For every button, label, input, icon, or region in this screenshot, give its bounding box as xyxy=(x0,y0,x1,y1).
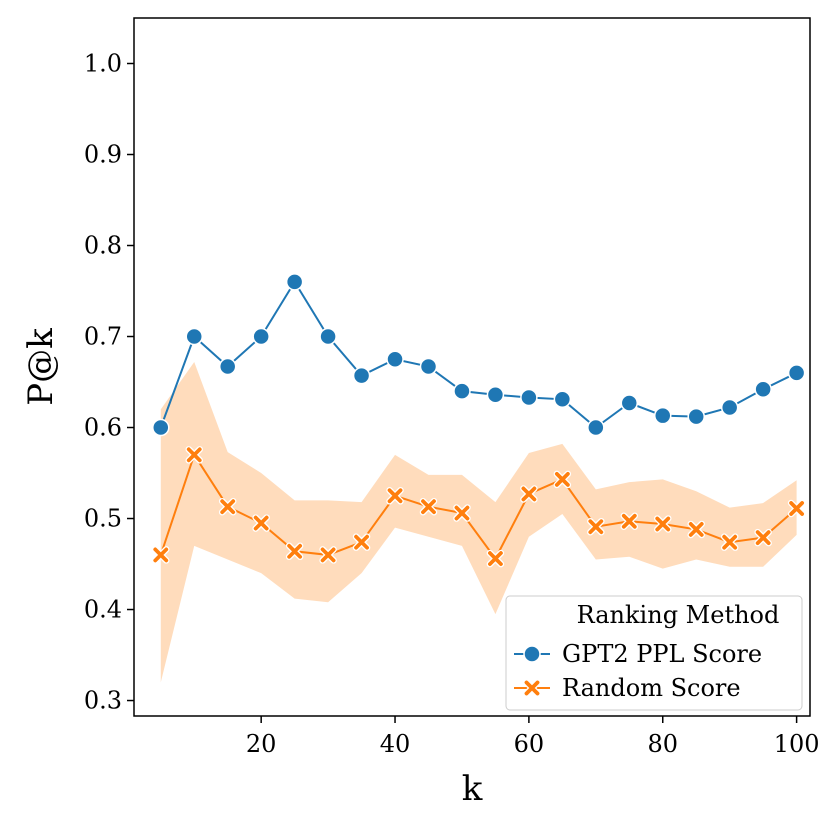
data-point-random-score xyxy=(687,520,705,539)
y-tick-label: 0.3 xyxy=(84,687,122,715)
series-layer xyxy=(152,273,806,568)
data-point-random-score xyxy=(252,514,270,532)
data-point-random-score xyxy=(352,533,371,551)
x-axis-ticks: 20 40 60 80 100 xyxy=(246,716,820,758)
data-point-random-score xyxy=(419,497,438,516)
data-point-random-score xyxy=(787,499,806,518)
data-point-gpt2-ppl-score xyxy=(185,327,203,346)
x-tick-label: 80 xyxy=(647,730,678,758)
legend-marker-gpt2 xyxy=(523,645,541,663)
y-tick-label: 0.9 xyxy=(84,141,122,169)
legend: Ranking Method GPT2 PPL Score Random Sco… xyxy=(505,595,803,711)
data-point-gpt2-ppl-score xyxy=(787,364,806,382)
data-point-gpt2-ppl-score xyxy=(720,398,739,417)
x-tick-label: 60 xyxy=(514,730,545,758)
y-tick-label: 0.5 xyxy=(84,505,122,533)
x-tick-label: 40 xyxy=(380,730,411,758)
data-point-gpt2-ppl-score xyxy=(486,386,505,404)
data-point-gpt2-ppl-score xyxy=(285,273,304,291)
data-point-gpt2-ppl-score xyxy=(453,382,471,400)
data-point-gpt2-ppl-score xyxy=(620,394,639,412)
data-point-gpt2-ppl-score xyxy=(553,390,572,409)
data-point-random-score xyxy=(285,542,304,561)
confidence-band-layer xyxy=(160,361,797,683)
confidence-band-random-score xyxy=(160,361,797,683)
data-point-gpt2-ppl-score xyxy=(654,406,672,425)
legend-label-random: Random Score xyxy=(562,674,741,702)
data-point-gpt2-ppl-score xyxy=(687,407,705,426)
x-axis-label: k xyxy=(462,769,483,809)
data-point-gpt2-ppl-score xyxy=(520,388,538,407)
x-tick-label: 100 xyxy=(774,730,820,758)
y-axis-ticks: 0.3 0.4 0.5 0.6 0.7 0.8 0.9 1.0 xyxy=(84,50,134,715)
y-tick-label: 1.0 xyxy=(84,50,122,78)
y-tick-label: 0.6 xyxy=(84,414,122,442)
y-tick-label: 0.4 xyxy=(84,596,122,624)
legend-label-gpt2: GPT2 PPL Score xyxy=(562,640,762,668)
data-point-random-score xyxy=(520,485,538,503)
series-line-gpt2-ppl-score xyxy=(159,279,798,429)
legend-title: Ranking Method xyxy=(577,601,780,629)
data-point-random-score xyxy=(553,470,572,489)
data-point-random-score xyxy=(218,497,237,516)
data-point-gpt2-ppl-score xyxy=(352,366,371,385)
data-point-gpt2-ppl-score xyxy=(319,327,337,346)
x-tick-label: 20 xyxy=(246,730,277,758)
data-point-random-score xyxy=(720,533,739,551)
data-point-gpt2-ppl-score xyxy=(754,380,772,399)
data-point-gpt2-ppl-score xyxy=(218,357,237,376)
data-point-random-score xyxy=(386,487,404,505)
data-point-random-score xyxy=(319,546,337,564)
data-point-random-score xyxy=(587,517,605,536)
legend-box xyxy=(505,595,803,711)
data-point-random-score xyxy=(486,549,505,568)
y-tick-label: 0.7 xyxy=(84,323,122,351)
data-point-gpt2-ppl-score xyxy=(252,327,270,346)
data-point-random-score xyxy=(152,546,170,564)
data-point-gpt2-ppl-score xyxy=(587,418,605,437)
y-axis-label: P@k xyxy=(21,328,61,406)
data-point-random-score xyxy=(754,528,772,547)
plot-frame xyxy=(133,17,811,717)
data-point-random-score xyxy=(453,504,471,522)
data-point-gpt2-ppl-score xyxy=(419,357,438,376)
data-point-random-score xyxy=(185,446,203,464)
data-point-gpt2-ppl-score xyxy=(386,350,404,369)
y-tick-label: 0.8 xyxy=(84,232,122,260)
legend-marker-random xyxy=(523,679,541,697)
data-point-random-score xyxy=(620,512,639,531)
data-point-random-score xyxy=(654,515,672,533)
data-point-gpt2-ppl-score xyxy=(152,418,170,437)
